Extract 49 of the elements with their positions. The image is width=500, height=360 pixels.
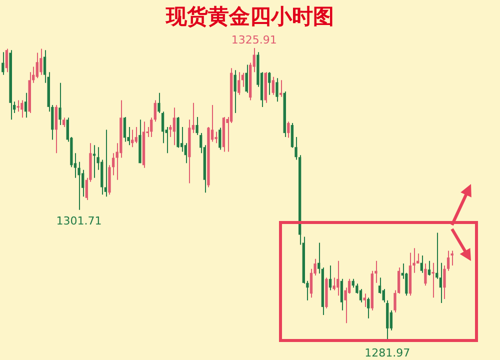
candlestick (428, 260, 431, 276)
candlestick (36, 52, 38, 79)
candlestick (336, 260, 340, 296)
annotation: 1325.91 (231, 33, 277, 46)
candlestick (123, 116, 126, 142)
candlestick (340, 278, 344, 311)
candlestick (279, 80, 282, 98)
candlestick (131, 129, 134, 148)
candlestick (268, 72, 271, 96)
candlestick (424, 263, 427, 286)
candlestick (92, 144, 96, 178)
candlestick (154, 100, 157, 122)
candlestick (134, 126, 138, 144)
candlestick (218, 127, 222, 150)
candlestick (62, 117, 66, 128)
candlestick (150, 117, 153, 138)
candlestick (24, 92, 28, 118)
candlestick (328, 265, 332, 291)
candlestick (238, 72, 240, 96)
candlestick (54, 104, 58, 154)
candlestick (5, 48, 8, 73)
candlestick (234, 70, 236, 114)
candlestick (450, 250, 454, 266)
candlestick (58, 82, 62, 126)
candlestick (420, 254, 423, 274)
chart-title: 现货黄金四小时图 (165, 3, 334, 28)
candlestick (16, 100, 20, 112)
candlestick (214, 131, 218, 144)
candlestick (196, 116, 198, 136)
candlestick (161, 111, 164, 144)
candlestick (443, 265, 446, 300)
candlestick (287, 121, 290, 138)
candlestick (446, 250, 450, 272)
annotation: 1281.97 (364, 346, 410, 360)
candlestick (158, 92, 160, 114)
candlestick (245, 64, 248, 94)
candlestick (112, 152, 115, 176)
candlestick (367, 297, 370, 319)
candlestick (332, 277, 336, 291)
candlestick (20, 100, 24, 118)
candlestick (40, 48, 42, 76)
candlestick (2, 52, 4, 76)
candlestick (104, 129, 108, 198)
annotation: 1301.71 (56, 214, 102, 228)
candlestick (272, 76, 275, 96)
candlestick (276, 78, 278, 102)
candlestick (363, 293, 366, 308)
candlestick (172, 107, 176, 146)
candlestick (432, 262, 434, 298)
